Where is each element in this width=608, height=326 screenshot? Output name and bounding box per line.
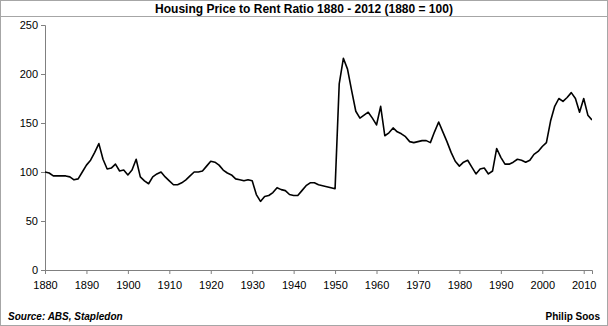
tick-mark <box>128 270 129 274</box>
chart: Housing Price to Rent Ratio 1880 - 2012 … <box>0 0 608 326</box>
tick: 1960 <box>365 270 389 291</box>
axis-line <box>46 271 593 275</box>
tick-mark <box>169 270 170 274</box>
title: Housing Price to Rent Ratio 1880 - 2012 … <box>155 2 453 16</box>
tick-label: 1980 <box>448 279 472 291</box>
tick-mark <box>41 172 45 173</box>
tick-label: 1930 <box>240 279 264 291</box>
tick: 1930 <box>240 270 264 291</box>
tick-mark <box>584 270 585 274</box>
plot-area <box>45 58 592 201</box>
tick: 0 <box>32 264 45 276</box>
tick: 1890 <box>75 270 99 291</box>
tick-label: 1910 <box>158 279 182 291</box>
title-box <box>1 1 608 17</box>
tick-label: 50 <box>26 215 38 227</box>
tick-label: 250 <box>20 19 38 31</box>
line <box>45 58 592 201</box>
tick: 1900 <box>116 270 140 291</box>
tick-mark <box>377 270 378 274</box>
tick-mark <box>335 270 336 274</box>
credit-note: Philip Soos <box>546 311 601 322</box>
tick-label: 100 <box>20 166 38 178</box>
tick: 1950 <box>323 270 347 291</box>
tick: 200 <box>20 68 45 80</box>
tick-mark <box>252 270 253 274</box>
tick-mark <box>41 221 45 222</box>
tick: 2000 <box>531 270 555 291</box>
tick: 250 <box>20 19 45 31</box>
axis-line <box>41 26 46 271</box>
tick: 1990 <box>489 270 513 291</box>
tick-label: 200 <box>20 68 38 80</box>
tick-mark <box>41 25 45 26</box>
tick: 1940 <box>282 270 306 291</box>
tick-mark <box>41 123 45 124</box>
tick: 50 <box>26 215 45 227</box>
tick-label: 2010 <box>572 279 596 291</box>
tick: 1970 <box>406 270 430 291</box>
tick-label: 1960 <box>365 279 389 291</box>
tick: 150 <box>20 117 45 129</box>
tick-label: 1990 <box>489 279 513 291</box>
tick-label: 150 <box>20 117 38 129</box>
tick-label: 2000 <box>531 279 555 291</box>
tick-label: 1890 <box>75 279 99 291</box>
tick-mark <box>294 270 295 274</box>
tick-mark <box>41 270 45 271</box>
frame <box>1 1 608 326</box>
tick: 1920 <box>199 270 223 291</box>
tick-mark <box>459 270 460 274</box>
tick-label: 1970 <box>406 279 430 291</box>
tick-mark <box>211 270 212 274</box>
tick-mark <box>501 270 502 274</box>
tick-label: 1900 <box>116 279 140 291</box>
tick: 1980 <box>448 270 472 291</box>
tick-mark <box>86 270 87 274</box>
tick-label: 1940 <box>282 279 306 291</box>
x-axis: 1880 1890 1900 1910 1920 1930 1940 1950 1960 1970… <box>33 270 596 291</box>
source-note: Source: ABS, Stapledon <box>8 311 123 322</box>
tick-label: 1920 <box>199 279 223 291</box>
tick-label: 1950 <box>323 279 347 291</box>
tick-mark <box>41 74 45 75</box>
tick: 2010 <box>572 270 596 291</box>
tick-label: 0 <box>32 264 38 276</box>
y-axis: 0 50 100 150 200 250 <box>20 19 46 276</box>
tick: 100 <box>20 166 45 178</box>
tick-mark <box>542 270 543 274</box>
tick-label: 1880 <box>33 279 57 291</box>
tick: 1910 <box>158 270 182 291</box>
tick-mark <box>418 270 419 274</box>
